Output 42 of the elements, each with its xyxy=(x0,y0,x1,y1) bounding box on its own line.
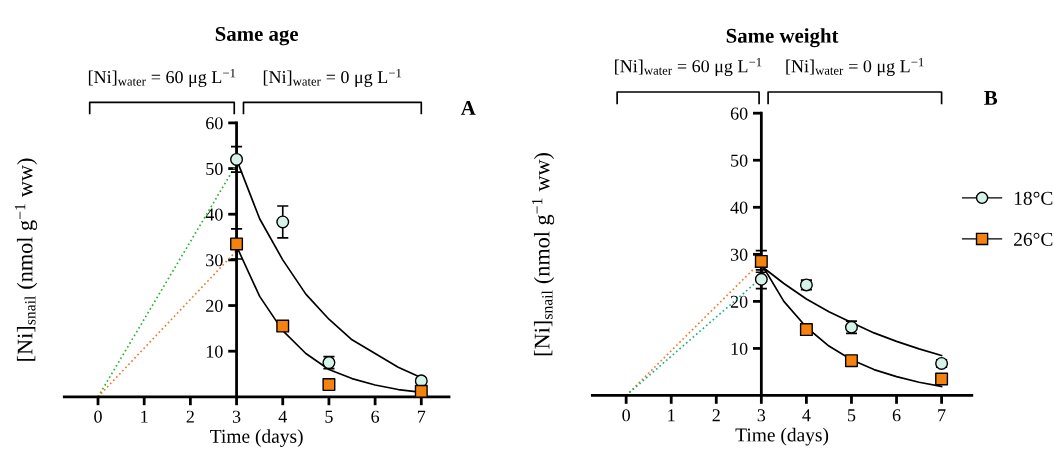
x-tick-label: 4 xyxy=(278,410,287,423)
x-tick-label: 4 xyxy=(802,409,811,422)
x-tick-label: 7 xyxy=(938,409,946,422)
x-tick-label: 1 xyxy=(141,410,148,423)
x-tick-label: 5 xyxy=(325,410,333,423)
y-tick-label: 40 xyxy=(730,201,748,214)
x-tick-label: 0 xyxy=(94,410,102,423)
y-axis-title: [Ni]$_{snail}$ (nmol g$^{−1}$ ww) xyxy=(14,158,38,361)
y-tick-label: 10 xyxy=(731,342,748,355)
text: [Ni]$_{water}$ = 0 μg L$^{−1}$ xyxy=(263,68,402,87)
legend-label: 18°C xyxy=(1014,191,1053,205)
x-tick-label: 5 xyxy=(848,409,856,422)
chart-title: Same weight xyxy=(726,28,839,48)
text: [Ni]$_{water}$ = 60 μg L$^{−1}$ xyxy=(88,68,236,87)
y-tick-label: 40 xyxy=(205,208,223,221)
text: A xyxy=(460,100,476,115)
y-tick-label: 50 xyxy=(731,154,748,167)
x-tick-label: 0 xyxy=(622,409,630,422)
legend-label: 26°C xyxy=(1014,232,1053,246)
text: [Ni]$_{water}$ = 60 μg L$^{−1}$ xyxy=(615,58,762,77)
x-tick-label: 2 xyxy=(712,409,720,422)
y-tick-label: 20 xyxy=(730,295,748,308)
text: B xyxy=(984,91,998,105)
x-tick-label: 2 xyxy=(186,410,194,423)
x-tick-label: 3 xyxy=(232,410,241,423)
x-tick-label: 6 xyxy=(892,409,901,422)
x-tick-label: 1 xyxy=(668,409,675,422)
y-tick-label: 50 xyxy=(206,162,223,175)
y-tick-label: 20 xyxy=(206,299,223,312)
y-tick-label: 30 xyxy=(206,254,223,267)
y-tick-label: 30 xyxy=(730,248,748,261)
y-tick-label: 60 xyxy=(730,107,748,120)
chart-title: Same age xyxy=(215,26,299,46)
x-tick-label: 3 xyxy=(757,409,766,422)
x-axis-title: Time (days) xyxy=(735,427,829,446)
x-tick-label: 6 xyxy=(371,410,380,423)
text: [Ni]$_{water}$ = 0 μg L$^{−1}$ xyxy=(786,58,924,77)
x-axis-title: Time (days) xyxy=(210,429,303,447)
y-axis-title: [Ni]$_{snail}$ (nmol g$^{−1}$ ww) xyxy=(531,153,555,356)
x-tick-label: 7 xyxy=(417,410,426,423)
y-tick-label: 10 xyxy=(206,345,223,358)
y-tick-label: 60 xyxy=(206,117,223,130)
